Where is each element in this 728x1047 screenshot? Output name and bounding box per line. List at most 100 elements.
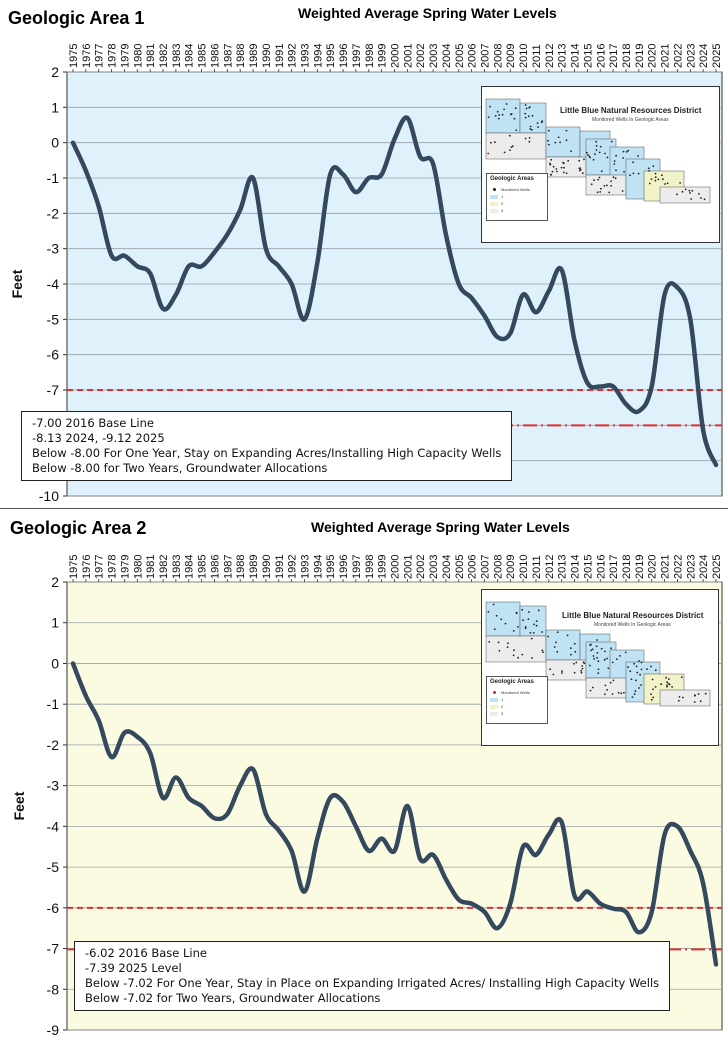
data-point xyxy=(149,272,151,274)
x-tick-label: 1998 xyxy=(364,555,376,579)
data-point xyxy=(303,890,306,893)
data-point xyxy=(471,297,473,299)
data-point xyxy=(355,825,357,827)
x-tick-label: 2008 xyxy=(492,44,504,68)
x-tick-label: 1984 xyxy=(184,44,196,68)
data-point xyxy=(213,251,216,253)
x-tick-label: 1981 xyxy=(145,44,157,68)
x-tick-label: 1996 xyxy=(338,555,350,579)
data-point xyxy=(291,850,293,852)
x-tick-label: 1998 xyxy=(364,44,376,68)
y-tick-label: 0 xyxy=(51,135,59,151)
x-tick-label: 1980 xyxy=(132,44,144,68)
area-3-swatch xyxy=(490,712,498,716)
x-tick-label: 2005 xyxy=(454,44,466,68)
area-1-legend-wells: Monitored Wells xyxy=(501,187,530,192)
x-tick-label: 2015 xyxy=(582,44,594,68)
data-point xyxy=(689,318,691,320)
y-tick-label: -8 xyxy=(47,981,60,997)
area-2-legend-title: Geologic Areas xyxy=(490,679,534,685)
x-tick-label: 1976 xyxy=(81,44,93,68)
y-tick-label: -5 xyxy=(47,311,60,327)
area-2-inset-title: Little Blue Natural Resources District xyxy=(562,611,704,620)
x-tick-label: 1997 xyxy=(351,44,363,68)
area-2-swatch xyxy=(490,202,498,206)
x-tick-label: 2023 xyxy=(685,555,697,579)
area-2-note-line: -6.02 2016 Base Line xyxy=(85,946,207,960)
x-tick-label: 2015 xyxy=(582,555,594,579)
data-point xyxy=(715,464,717,466)
data-point xyxy=(445,878,447,880)
data-point xyxy=(419,858,421,860)
data-point xyxy=(368,850,370,852)
x-tick-label: 2012 xyxy=(544,44,556,68)
y-tick-label: 1 xyxy=(51,99,59,115)
data-point xyxy=(638,410,640,412)
data-point xyxy=(98,719,100,722)
data-point xyxy=(381,173,383,176)
area-2-inset-map: Little Blue Natural Resources District M… xyxy=(481,589,719,746)
data-point xyxy=(509,903,511,905)
data-point xyxy=(406,805,408,807)
x-tick-label: 1991 xyxy=(274,555,286,579)
x-tick-label: 2008 xyxy=(492,555,504,579)
x-tick-label: 1987 xyxy=(222,555,234,579)
geologic-area-1-panel: Geologic Area 1 Weighted Average Spring … xyxy=(0,0,728,508)
data-point xyxy=(689,850,691,852)
data-point xyxy=(329,797,331,799)
y-tick-label: -7 xyxy=(47,941,60,957)
data-point xyxy=(355,191,357,193)
x-tick-label: 1992 xyxy=(287,44,299,68)
data-point xyxy=(651,911,653,913)
data-point xyxy=(123,732,126,734)
data-point xyxy=(612,908,614,910)
data-point xyxy=(291,283,293,285)
area-2-chart-title: Weighted Average Spring Water Levels xyxy=(311,519,570,535)
x-tick-label: 2006 xyxy=(467,555,479,579)
data-point xyxy=(548,290,550,292)
x-tick-label: 2010 xyxy=(518,44,530,68)
data-point xyxy=(496,927,498,929)
y-tick-label: -7 xyxy=(47,382,60,398)
x-tick-label: 2005 xyxy=(454,555,466,579)
data-point xyxy=(329,173,331,176)
data-point xyxy=(702,882,704,884)
data-point xyxy=(471,903,473,905)
x-tick-label: 1991 xyxy=(274,44,286,68)
data-point xyxy=(213,817,216,819)
x-tick-label: 1993 xyxy=(299,555,311,579)
data-point xyxy=(432,163,434,165)
geologic-area-2-panel: Geologic Area 2 Weighted Average Spring … xyxy=(0,508,728,1047)
x-tick-label: 2019 xyxy=(634,44,646,68)
data-point xyxy=(573,339,576,342)
area-2-note-line: Below -7.02 for Two Years, Groundwater A… xyxy=(85,991,381,1005)
area-2-swatch xyxy=(490,705,498,709)
data-point xyxy=(316,837,318,840)
y-tick-label: -2 xyxy=(47,205,60,221)
x-tick-label: 2004 xyxy=(441,555,453,579)
data-point xyxy=(136,736,138,738)
data-point xyxy=(638,931,640,933)
x-tick-label: 1979 xyxy=(119,44,131,68)
area-2-notes-box: -6.02 2016 Base Line -7.39 2025 Level Be… xyxy=(74,941,671,1011)
data-point xyxy=(599,385,601,388)
y-tick-label: 2 xyxy=(51,64,59,80)
x-tick-label: 2003 xyxy=(428,44,440,68)
x-tick-label: 2003 xyxy=(428,555,440,579)
x-tick-label: 1978 xyxy=(107,555,119,579)
data-point xyxy=(663,833,666,836)
x-tick-label: 1983 xyxy=(171,555,183,579)
data-point xyxy=(381,837,383,840)
y-tick-label: -6 xyxy=(47,347,60,363)
area-1-swatch xyxy=(490,698,498,702)
y-tick-label: -4 xyxy=(47,276,60,292)
data-point xyxy=(252,768,254,770)
x-tick-label: 1988 xyxy=(235,555,247,579)
x-tick-label: 1990 xyxy=(261,44,273,68)
data-point xyxy=(496,336,498,338)
x-tick-label: 2023 xyxy=(685,44,697,68)
area-1-district-map-icon xyxy=(485,98,711,204)
x-tick-label: 1989 xyxy=(248,44,260,68)
area-2-note-line: -7.39 2025 Level xyxy=(85,961,182,975)
x-tick-label: 1975 xyxy=(68,44,80,68)
